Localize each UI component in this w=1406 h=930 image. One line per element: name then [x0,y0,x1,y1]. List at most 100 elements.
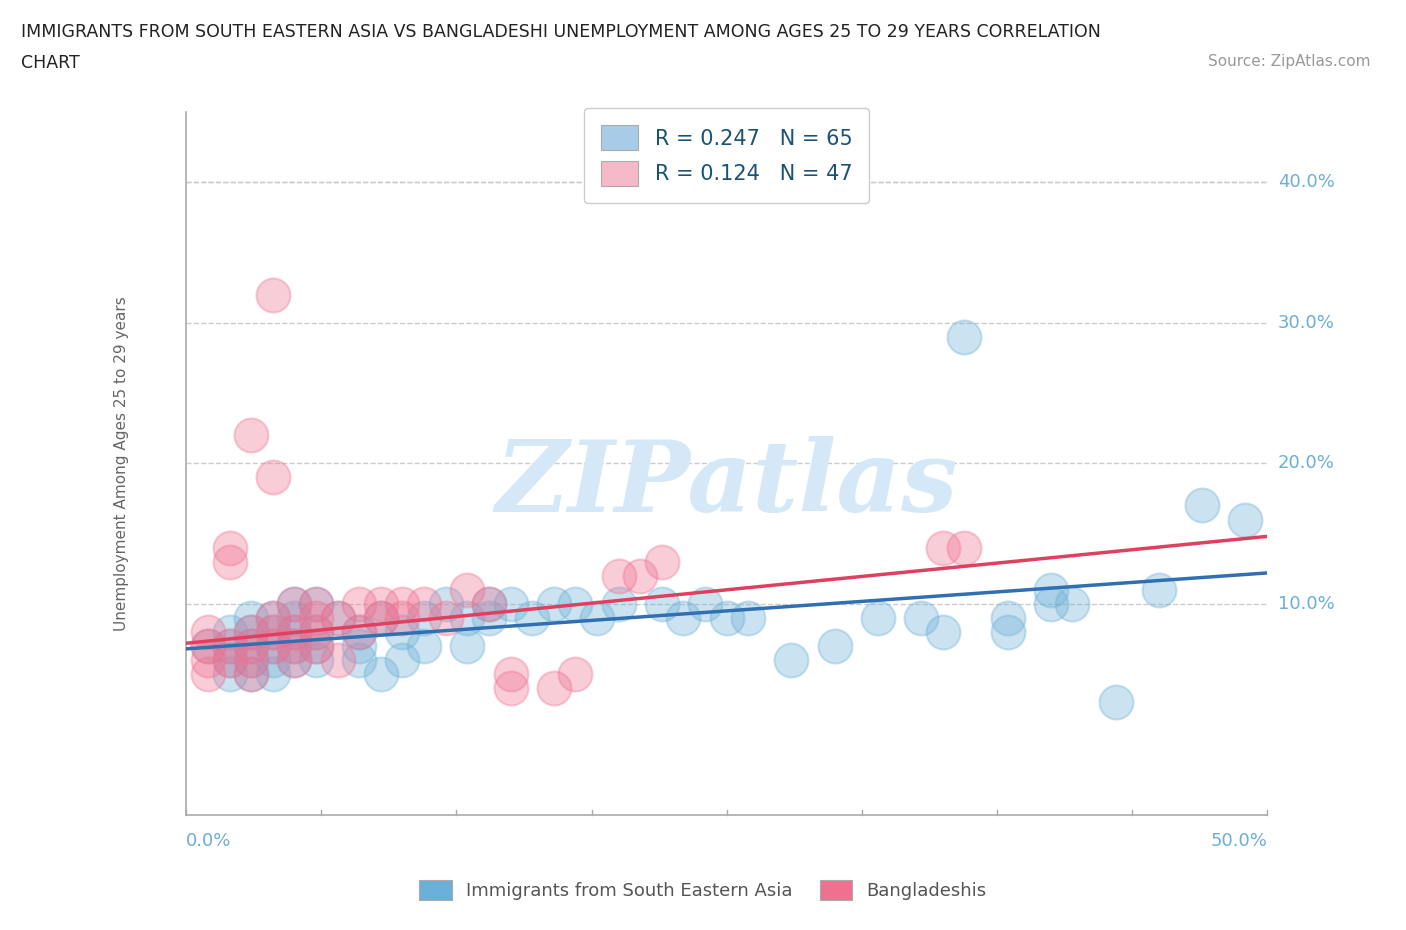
Point [197,667,219,682]
Point [651,554,673,569]
Point [283,639,305,654]
Point [413,596,436,611]
Point [218,639,240,654]
Point [1105,695,1128,710]
Point [305,639,328,654]
Point [262,610,284,625]
Point [1039,582,1062,597]
Point [283,596,305,611]
Point [1062,596,1084,611]
Legend: R = 0.247   N = 65, R = 0.124   N = 47: R = 0.247 N = 65, R = 0.124 N = 47 [583,108,869,203]
Point [262,625,284,640]
Legend: Immigrants from South Eastern Asia, Bangladeshis: Immigrants from South Eastern Asia, Bang… [412,872,994,907]
Text: 50.0%: 50.0% [1211,831,1267,850]
Point [262,610,284,625]
Point [651,596,673,611]
Point [197,639,219,654]
Point [305,653,328,668]
Point [478,610,501,625]
Point [240,625,263,640]
Point [413,610,436,625]
Text: 10.0%: 10.0% [1278,595,1334,613]
Point [218,554,240,569]
Point [262,287,284,302]
Point [326,610,349,625]
Point [218,625,240,640]
Point [456,639,478,654]
Point [240,653,263,668]
Point [1147,582,1170,597]
Point [1234,512,1257,527]
Point [997,625,1019,640]
Point [434,596,457,611]
Point [283,625,305,640]
Point [866,610,889,625]
Text: Source: ZipAtlas.com: Source: ZipAtlas.com [1208,54,1371,69]
Point [240,625,263,640]
Point [262,639,284,654]
Point [391,610,413,625]
Point [326,610,349,625]
Point [607,596,630,611]
Point [240,667,263,682]
Text: CHART: CHART [21,54,80,72]
Point [347,625,370,640]
Point [370,610,392,625]
Point [305,625,328,640]
Point [197,653,219,668]
Point [543,681,565,696]
Point [716,610,738,625]
Point [953,329,976,344]
Point [240,667,263,682]
Point [1191,498,1213,513]
Point [478,596,501,611]
Point [347,625,370,640]
Point [197,625,219,640]
Point [693,596,716,611]
Point [586,610,609,625]
Point [218,667,240,682]
Point [413,639,436,654]
Point [347,596,370,611]
Point [283,639,305,654]
Point [240,610,263,625]
Point [910,610,932,625]
Point [520,610,543,625]
Point [283,653,305,668]
Point [305,596,328,611]
Point [240,653,263,668]
Point [737,610,759,625]
Point [672,610,695,625]
Point [262,667,284,682]
Text: IMMIGRANTS FROM SOUTH EASTERN ASIA VS BANGLADESHI UNEMPLOYMENT AMONG AGES 25 TO : IMMIGRANTS FROM SOUTH EASTERN ASIA VS BA… [21,23,1101,41]
Point [391,596,413,611]
Point [262,470,284,485]
Point [305,625,328,640]
Point [1039,596,1062,611]
Point [240,428,263,443]
Point [370,596,392,611]
Point [456,582,478,597]
Point [391,653,413,668]
Point [305,610,328,625]
Point [218,540,240,555]
Point [434,610,457,625]
Point [262,639,284,654]
Point [780,653,803,668]
Point [997,610,1019,625]
Point [262,653,284,668]
Point [953,540,976,555]
Point [262,625,284,640]
Point [283,625,305,640]
Point [283,653,305,668]
Point [932,625,955,640]
Text: 20.0%: 20.0% [1278,455,1334,472]
Text: 30.0%: 30.0% [1278,313,1334,332]
Point [218,639,240,654]
Point [543,596,565,611]
Text: Unemployment Among Ages 25 to 29 years: Unemployment Among Ages 25 to 29 years [114,296,129,631]
Point [347,653,370,668]
Point [283,596,305,611]
Point [240,639,263,654]
Point [370,667,392,682]
